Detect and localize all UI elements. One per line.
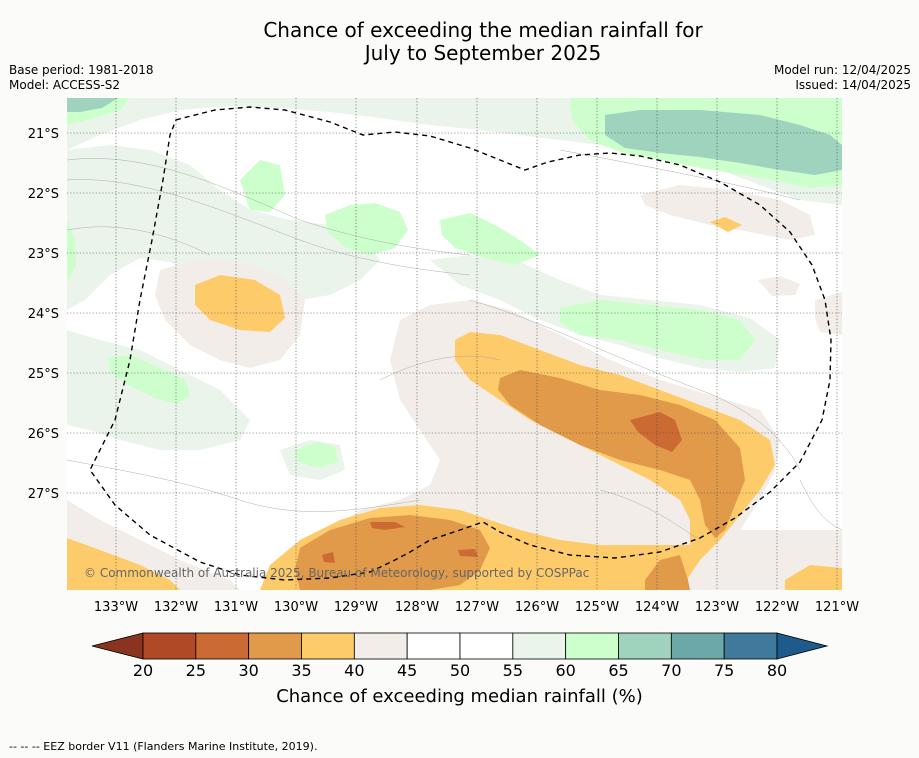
lat-label: 26°S [28,427,59,442]
contour-60-65-west-edge [67,220,76,282]
colorbar-tick-label: 40 [344,661,364,680]
lat-label: 27°S [28,487,59,502]
colorbar-segment [248,632,302,660]
colorbar-segment [406,632,461,660]
lon-label: 124°W [635,600,679,615]
colorbar-tick-label: 25 [186,661,206,680]
issued-date: Issued: 14/04/2025 [795,78,911,92]
colorbar-tick-label: 80 [767,661,787,680]
latitude-labels: 21°S 22°S 23°S 24°S 25°S 26°S 27°S [28,127,59,502]
lat-label: 23°S [28,247,59,262]
colorbar-tick-label: 75 [714,661,734,680]
contour-60-65-blob-4 [560,300,755,360]
lon-label: 121°W [815,600,859,615]
model-name: Model: ACCESS-S2 [9,78,121,92]
model-run: Model run: 12/04/2025 [773,63,911,77]
contour-25-30-central [630,412,682,452]
lon-label: 133°W [94,600,138,615]
colorbar-segment [565,632,619,660]
colorbar-tick-label: 50 [450,661,470,680]
contour-40-45-east-3 [815,292,842,335]
rainfall-map: © Commonwealth of Australia 2025, Bureau… [67,98,842,590]
colorbar-tick-label: 35 [291,661,311,680]
colorbar-segment [195,632,250,660]
contour-60-65-blob-3 [440,213,540,265]
colorbar-segment [459,632,514,660]
contour-25-30-south-2 [322,552,335,563]
lon-label: 128°W [395,600,439,615]
colorbar-segment [723,632,778,660]
contour-30-35-south [295,515,490,590]
lon-label: 125°W [575,600,619,615]
title-line-1: Chance of exceeding the median rainfall … [263,18,703,42]
colorbar-segment [512,632,567,660]
title-line-2: July to September 2025 [364,41,602,65]
colorbar-segment [301,632,355,660]
colorbar-segment [618,632,672,660]
colorbar-tick-label: 65 [608,661,628,680]
gridlines [67,98,842,590]
colorbar-label: Chance of exceeding median rainfall (%) [276,686,643,707]
colorbar-tick-label: 60 [555,661,575,680]
colorbar-segment [670,632,725,660]
contour-35-40-east-dot [710,217,742,232]
meta-right: Model run: 12/04/2025 Issued: 14/04/2025 [774,63,911,93]
eez-legend-note: -- -- -- EEZ border V11 (Flanders Marine… [9,740,318,753]
colorbar-tick-label: 55 [503,661,523,680]
lat-label: 24°S [28,307,59,322]
lat-label: 22°S [28,187,59,202]
colorbar-tick-label: 30 [238,661,258,680]
contour-30-35-central [498,370,745,538]
colorbar-tick-label: 70 [661,661,681,680]
contour-60-65-blob-6 [295,442,338,468]
copyright-notice: © Commonwealth of Australia 2025, Bureau… [84,566,589,580]
contour-40-45-east-2 [758,276,800,296]
contour-65-70-north-east [605,110,842,175]
lon-label: 129°W [334,600,378,615]
meta-left: Base period: 1981-2018 Model: ACCESS-S2 [9,63,154,93]
lon-label: 126°W [515,600,559,615]
colorbar-low-extension [91,632,144,660]
contour-25-30-south-1 [370,522,405,530]
colorbar-high-extension [776,632,829,660]
contour-30-35-south-east [645,555,690,590]
colorbar-segment [142,632,197,660]
base-period: Base period: 1981-2018 [9,63,154,77]
lon-label: 130°W [274,600,318,615]
contour-35-40-south-west [67,538,180,590]
colorbar-tick-label: 20 [133,661,153,680]
lat-label: 21°S [28,127,59,142]
contour-55-60-west [67,145,380,310]
colorbar: 20 25 30 35 40 45 50 55 60 65 70 75 80 [91,632,829,680]
lon-label: 127°W [455,600,499,615]
contour-40-45-east-1 [640,185,815,240]
lon-label: 132°W [154,600,198,615]
contour-35-40-west [195,275,285,332]
lon-label: 123°W [695,600,739,615]
contour-25-30-south-3 [458,549,478,557]
longitude-labels: 133°W 132°W 131°W 130°W 129°W 128°W 127°… [94,600,859,615]
lon-label: 122°W [755,600,799,615]
title: Chance of exceeding the median rainfall … [0,19,919,65]
lon-label: 131°W [214,600,258,615]
colorbar-segment [353,632,408,660]
contour-60-65-blob-2 [325,203,408,255]
colorbar-tick-label: 45 [397,661,417,680]
contour-35-40-south-east [785,565,842,590]
lat-label: 25°S [28,367,59,382]
contour-65-70-north-west [67,98,118,112]
